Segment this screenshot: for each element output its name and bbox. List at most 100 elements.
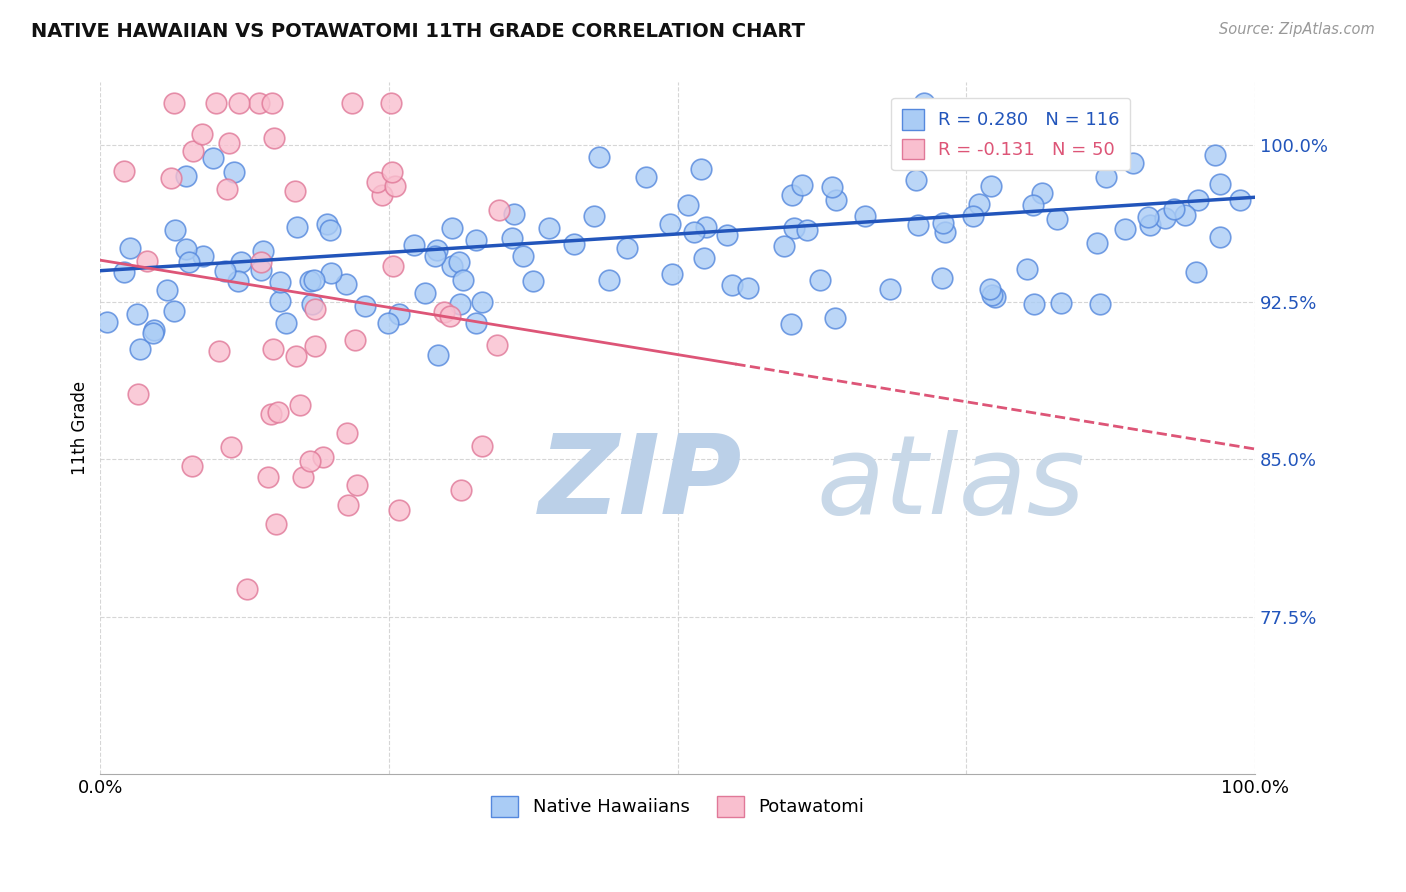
Point xyxy=(129,343,152,357)
Point xyxy=(853,210,876,224)
Point xyxy=(402,237,425,252)
Point xyxy=(299,274,322,288)
Point xyxy=(783,221,806,235)
Point xyxy=(1031,186,1053,200)
Text: atlas: atlas xyxy=(815,430,1085,537)
Point xyxy=(276,316,298,330)
Point xyxy=(616,240,638,254)
Point xyxy=(634,169,657,184)
Point xyxy=(598,273,620,287)
Point xyxy=(319,266,342,280)
Point xyxy=(165,223,187,237)
Point xyxy=(720,278,742,293)
Point xyxy=(285,219,308,234)
Point xyxy=(174,242,197,256)
Point xyxy=(335,277,357,291)
Point xyxy=(907,218,929,232)
Point xyxy=(471,439,494,453)
Point xyxy=(1022,296,1045,310)
Point xyxy=(522,274,544,288)
Point xyxy=(214,264,236,278)
Point xyxy=(388,307,411,321)
Point xyxy=(979,282,1001,296)
Point xyxy=(683,226,706,240)
Point xyxy=(453,273,475,287)
Point xyxy=(426,348,449,362)
Point xyxy=(1153,211,1175,226)
Point xyxy=(984,290,1007,304)
Point xyxy=(191,249,214,263)
Point xyxy=(366,175,388,189)
Point xyxy=(485,338,508,352)
Point xyxy=(962,209,984,223)
Point xyxy=(562,237,585,252)
Point xyxy=(143,323,166,337)
Point xyxy=(181,144,204,158)
Text: NATIVE HAWAIIAN VS POTAWATOMI 11TH GRADE CORRELATION CHART: NATIVE HAWAIIAN VS POTAWATOMI 11TH GRADE… xyxy=(31,22,804,41)
Point xyxy=(773,238,796,252)
Point xyxy=(808,273,831,287)
Point xyxy=(439,309,461,323)
Point xyxy=(269,275,291,289)
Point xyxy=(377,317,399,331)
Point xyxy=(980,179,1002,194)
Point xyxy=(96,315,118,329)
Point xyxy=(336,426,359,441)
Point xyxy=(779,318,801,332)
Point xyxy=(263,130,285,145)
Point xyxy=(228,95,250,110)
Point xyxy=(190,127,212,141)
Point xyxy=(1050,296,1073,310)
Point xyxy=(501,231,523,245)
Point xyxy=(423,249,446,263)
Point xyxy=(737,281,759,295)
Point xyxy=(1204,147,1226,161)
Point xyxy=(967,197,990,211)
Point xyxy=(179,254,201,268)
Point xyxy=(582,209,605,223)
Point xyxy=(262,95,284,110)
Point xyxy=(1085,235,1108,250)
Point xyxy=(353,299,375,313)
Point xyxy=(432,305,454,319)
Point xyxy=(312,450,335,464)
Point xyxy=(202,151,225,165)
Point xyxy=(825,193,848,207)
Point xyxy=(371,188,394,202)
Point xyxy=(288,398,311,412)
Point xyxy=(127,387,149,401)
Point xyxy=(1185,265,1208,279)
Point xyxy=(252,244,274,259)
Point xyxy=(1090,297,1112,311)
Point xyxy=(299,453,322,467)
Point xyxy=(228,273,250,287)
Point xyxy=(315,217,337,231)
Point xyxy=(934,225,956,239)
Point xyxy=(1163,202,1185,216)
Point xyxy=(382,260,405,274)
Point xyxy=(302,273,325,287)
Point xyxy=(659,218,682,232)
Point xyxy=(1046,212,1069,227)
Point xyxy=(676,198,699,212)
Point xyxy=(387,503,409,517)
Point xyxy=(695,219,717,234)
Point xyxy=(231,255,253,269)
Point xyxy=(449,254,471,268)
Point xyxy=(879,282,901,296)
Point xyxy=(250,263,273,277)
Point xyxy=(450,483,472,497)
Point xyxy=(269,293,291,308)
Point xyxy=(1174,208,1197,222)
Point xyxy=(471,294,494,309)
Point xyxy=(344,333,367,347)
Legend: Native Hawaiians, Potawatomi: Native Hawaiians, Potawatomi xyxy=(484,789,872,824)
Point xyxy=(125,307,148,321)
Point xyxy=(337,499,360,513)
Point xyxy=(1095,169,1118,184)
Point xyxy=(588,150,610,164)
Point xyxy=(284,184,307,198)
Point xyxy=(114,164,136,178)
Point xyxy=(304,339,326,353)
Point xyxy=(780,187,803,202)
